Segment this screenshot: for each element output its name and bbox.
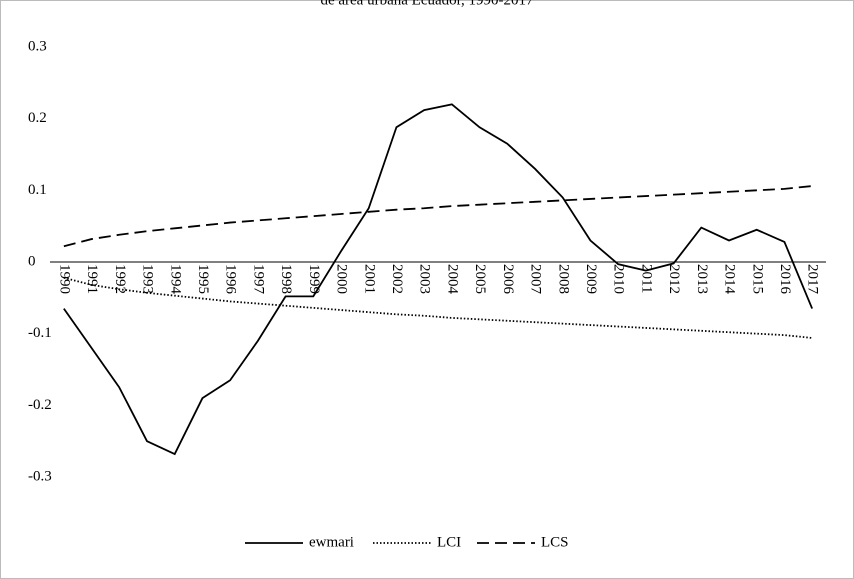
x-tick-label: 2009 [583,264,599,294]
x-tick-label: 1990 [56,264,72,294]
x-tick-label: 2005 [472,264,488,294]
legend-label: LCS [541,534,569,550]
x-tick-label: 2016 [777,264,793,295]
x-tick-label: 2011 [638,264,654,293]
y-tick-label: 0 [28,253,36,269]
y-tick-label: -0.2 [28,397,52,413]
x-tick-label: 2015 [749,264,765,294]
y-tick-label: 0.2 [28,110,47,126]
x-tick-label: 1999 [306,264,322,294]
y-tick-label: 0.1 [28,182,47,198]
series-line [63,276,813,339]
x-tick-label: 2006 [500,264,516,295]
x-tick-label: 1991 [84,264,100,294]
x-tick-label: 2004 [444,264,460,295]
x-tick-label: 2001 [361,264,377,294]
x-tick-label: 1995 [195,264,211,294]
y-tick-label: 0.3 [28,38,47,54]
x-tick-label: 1992 [112,264,128,294]
x-tick-label: 2012 [666,264,682,294]
x-tick-label: 1998 [278,264,294,294]
x-tick-label: 2007 [528,264,544,295]
x-tick-label: 1993 [140,264,156,294]
x-tick-label: 2000 [334,264,350,294]
legend-label: ewmari [309,534,354,550]
x-tick-label: 1997 [250,264,266,295]
x-tick-label: 1996 [223,264,239,295]
x-tick-label: 2013 [694,264,710,294]
legend-label: LCI [437,534,461,550]
x-tick-label: 2017 [805,264,821,295]
x-tick-label: 2008 [555,264,571,294]
series-line [63,185,813,248]
x-tick-label: 2010 [611,264,627,294]
x-tick-label: 1994 [167,264,183,295]
y-tick-label: -0.3 [28,468,52,484]
series-line [63,103,813,456]
x-tick-label: 2003 [417,264,433,294]
chart-title: de área urbana Ecuador, 1990-2017 [320,0,534,8]
x-tick-label: 2014 [722,264,738,295]
x-tick-label: 2002 [389,264,405,294]
y-tick-label: -0.1 [28,325,52,341]
